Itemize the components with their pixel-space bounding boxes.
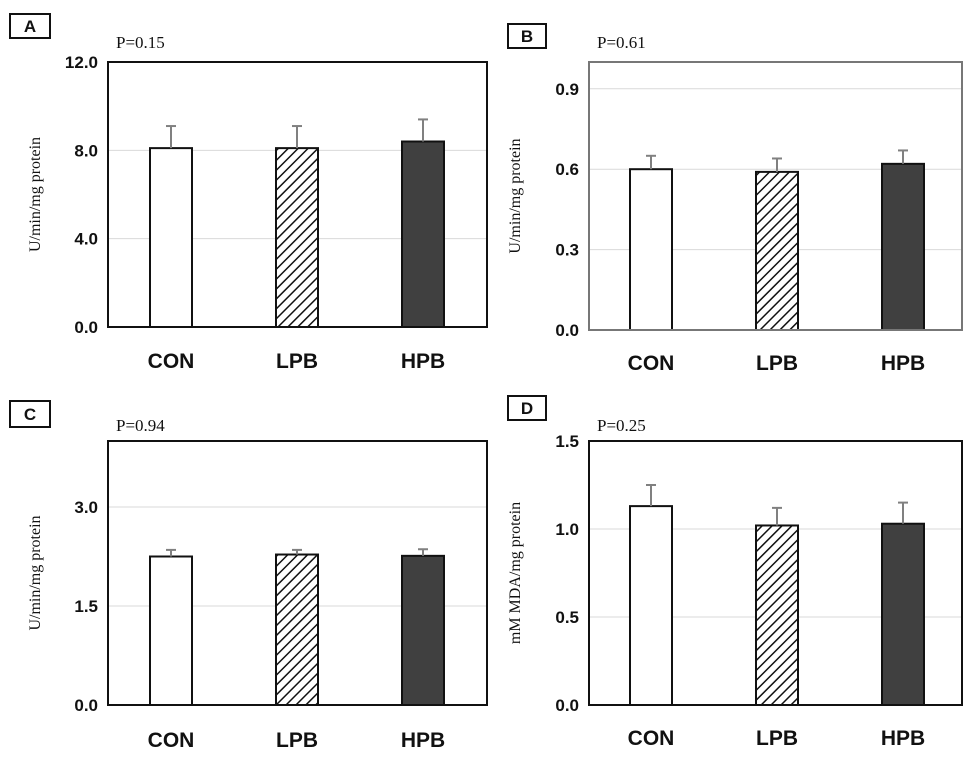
- y-tick-label: 8.0: [74, 141, 98, 160]
- p-value-annotation: P=0.61: [597, 33, 646, 52]
- plot-frame: [107, 61, 488, 328]
- bar-con: [629, 505, 673, 706]
- y-axis-label: U/min/mg protein: [27, 515, 44, 630]
- category-label-lpb: LPB: [276, 729, 318, 752]
- y-tick-label: 0.0: [74, 318, 98, 337]
- y-tick-label: 4.0: [74, 230, 98, 249]
- bar-lpb: [275, 147, 319, 328]
- panel-label-box: [507, 23, 547, 49]
- panel-label-box: [9, 400, 51, 428]
- y-axis-label: U/min/mg protein: [27, 137, 44, 252]
- panel-label: B: [521, 27, 533, 46]
- chart-panel-a: CON LPB HPB 0.0 4.0 8.0 12.0 U/min/mg protein A P…: [9, 13, 488, 373]
- plot-frame: [107, 440, 488, 706]
- category-label-lpb: LPB: [756, 352, 798, 375]
- y-tick-label: 1.0: [555, 520, 579, 539]
- p-value-annotation: P=0.15: [116, 33, 165, 52]
- panel-label: C: [24, 405, 36, 424]
- y-tick-label: 3.0: [74, 498, 98, 517]
- category-label-con: CON: [628, 727, 675, 750]
- category-label-hpb: HPB: [881, 352, 925, 375]
- bar-lpb: [275, 553, 319, 707]
- bar-hpb: [881, 522, 925, 706]
- chart-panel-c: CON LPB HPB 0.0 1.5 3.0 U/min/mg protein C P=0.9…: [9, 400, 488, 752]
- plot-frame: [588, 440, 963, 706]
- panel-label-box: [507, 395, 547, 421]
- bar-hpb: [401, 554, 445, 707]
- y-tick-label: 0.0: [555, 321, 579, 340]
- y-tick-label: 0.5: [555, 608, 579, 627]
- y-tick-label: 12.0: [65, 53, 98, 72]
- category-label-con: CON: [148, 350, 195, 373]
- bar-hpb: [881, 162, 925, 331]
- category-label-lpb: LPB: [756, 727, 798, 750]
- bar-hpb: [401, 140, 445, 328]
- category-label-hpb: HPB: [401, 729, 445, 752]
- category-label-con: CON: [628, 352, 675, 375]
- bar-con: [149, 147, 193, 328]
- y-axis-label: U/min/mg protein: [507, 138, 524, 253]
- p-value-annotation: P=0.25: [597, 416, 646, 435]
- bar-con: [629, 168, 673, 331]
- y-axis-label: mM MDA/mg protein: [507, 502, 524, 644]
- bar-con: [149, 555, 193, 706]
- panel-label: A: [24, 17, 36, 36]
- y-tick-label: 1.5: [74, 597, 98, 616]
- bar-lpb: [755, 170, 799, 331]
- chart-panel-d: CON LPB HPB 0.0 0.5 1.0 1.5 mM MDA/mg protein D P…: [507, 395, 963, 750]
- p-value-annotation: P=0.94: [116, 416, 165, 435]
- chart-panel-b: CON LPB HPB 0.0 0.3 0.6 0.9 U/min/mg protein B P=…: [507, 23, 963, 375]
- y-tick-label: 0.3: [555, 241, 579, 260]
- category-label-hpb: HPB: [401, 350, 445, 373]
- category-label-lpb: LPB: [276, 350, 318, 373]
- category-label-con: CON: [148, 729, 195, 752]
- y-tick-label: 0.0: [74, 696, 98, 715]
- category-label-hpb: HPB: [881, 727, 925, 750]
- y-tick-label: 0.0: [555, 696, 579, 715]
- bar-lpb: [755, 524, 799, 706]
- y-tick-label: 0.9: [555, 80, 579, 99]
- y-tick-label: 0.6: [555, 160, 579, 179]
- panel-label: D: [521, 399, 533, 418]
- y-tick-label: 1.5: [555, 432, 579, 451]
- panel-label-box: [9, 13, 51, 39]
- plot-frame: [588, 61, 963, 331]
